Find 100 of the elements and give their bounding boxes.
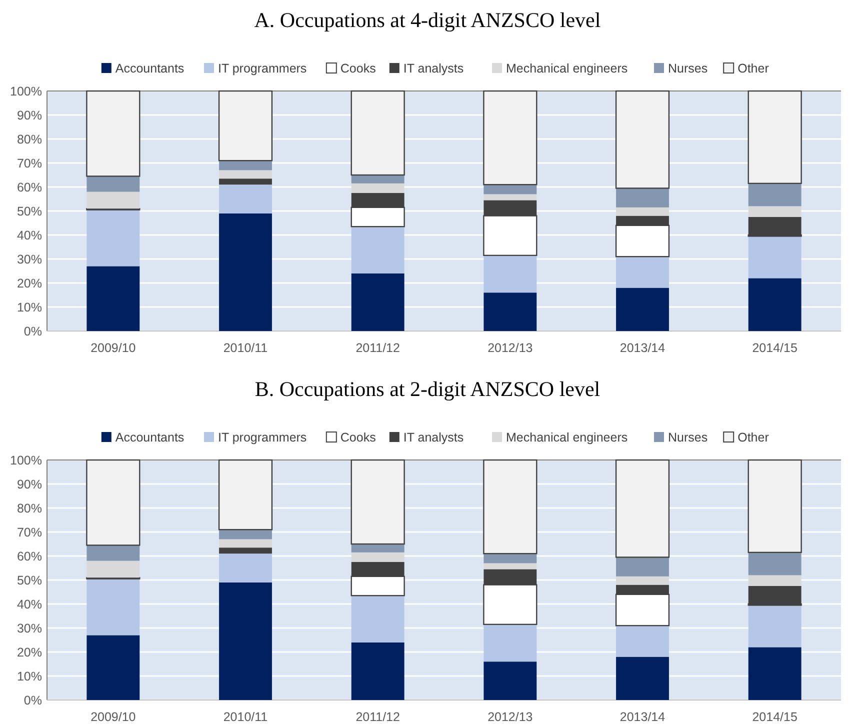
legend-label: Mechanical engineers bbox=[506, 61, 628, 76]
bar bbox=[86, 210, 140, 266]
bar bbox=[616, 557, 669, 576]
legend-label: Nurses bbox=[668, 430, 708, 444]
bar bbox=[616, 288, 669, 331]
bar bbox=[351, 552, 404, 562]
bar bbox=[219, 170, 272, 179]
legend-label: IT programmers bbox=[218, 61, 307, 76]
y-tick-label: 30% bbox=[16, 621, 42, 636]
bar bbox=[218, 459, 273, 530]
bar bbox=[748, 206, 802, 217]
bar bbox=[484, 255, 537, 293]
y-tick-label: 90% bbox=[16, 477, 42, 492]
bar bbox=[351, 226, 404, 274]
y-tick-label: 90% bbox=[16, 108, 42, 122]
y-tick-label: 60% bbox=[16, 180, 42, 194]
bar bbox=[351, 273, 404, 331]
x-tick-label: 2011/12 bbox=[356, 341, 400, 355]
y-tick-label: 0% bbox=[24, 693, 42, 708]
x-tick-label: 2012/13 bbox=[488, 710, 533, 724]
bar bbox=[351, 183, 404, 193]
legend-label: Accountants bbox=[115, 430, 184, 444]
y-tick-label: 30% bbox=[16, 252, 42, 266]
y-tick-label: 20% bbox=[16, 276, 42, 290]
y-tick-label: 40% bbox=[16, 228, 42, 242]
bar bbox=[86, 192, 140, 209]
bar bbox=[218, 90, 273, 162]
x-tick-label: 2014/15 bbox=[752, 341, 798, 355]
y-tick-label: 80% bbox=[16, 501, 42, 516]
bar bbox=[351, 544, 404, 552]
bar bbox=[86, 459, 140, 546]
bar bbox=[219, 539, 272, 548]
bar bbox=[219, 554, 272, 582]
bar bbox=[86, 635, 140, 700]
bar bbox=[616, 576, 669, 585]
bar bbox=[615, 90, 670, 189]
legend-label: Mechanical engineers bbox=[506, 430, 628, 444]
bar bbox=[748, 90, 802, 184]
y-tick-label: 60% bbox=[16, 549, 42, 564]
bar bbox=[484, 184, 537, 194]
x-tick-label: 2011/12 bbox=[356, 710, 400, 724]
bar bbox=[615, 459, 670, 558]
legend-label: Accountants bbox=[115, 61, 184, 76]
bar bbox=[748, 586, 802, 604]
bar bbox=[616, 256, 669, 288]
bar bbox=[86, 578, 140, 636]
y-tick-label: 100% bbox=[10, 453, 42, 468]
y-tick-label: 20% bbox=[16, 645, 42, 660]
y-tick-label: 50% bbox=[16, 204, 42, 218]
y-tick-label: 40% bbox=[16, 597, 42, 612]
bar bbox=[219, 160, 272, 170]
bar bbox=[748, 459, 802, 553]
bar bbox=[86, 176, 140, 192]
bar bbox=[219, 178, 272, 185]
x-tick-label: 2009/10 bbox=[90, 710, 136, 724]
bar bbox=[484, 662, 537, 700]
y-tick-label: 10% bbox=[16, 300, 42, 314]
bar bbox=[748, 278, 802, 331]
bar bbox=[219, 582, 272, 700]
bar bbox=[350, 459, 405, 545]
bar bbox=[351, 596, 404, 642]
legend-label: IT programmers bbox=[218, 430, 307, 444]
bar bbox=[219, 213, 272, 331]
bar bbox=[748, 647, 802, 700]
bar bbox=[748, 575, 802, 586]
y-tick-label: 70% bbox=[16, 525, 42, 540]
bar bbox=[616, 188, 669, 208]
bar bbox=[351, 175, 404, 184]
y-tick-label: 50% bbox=[16, 573, 42, 588]
x-tick-label: 2012/13 bbox=[488, 341, 533, 355]
y-tick-label: 0% bbox=[24, 324, 42, 338]
bar bbox=[616, 207, 669, 216]
legend-label: IT analysts bbox=[403, 430, 464, 444]
bar bbox=[484, 292, 537, 331]
legend-label: IT analysts bbox=[403, 61, 464, 76]
y-tick-label: 10% bbox=[16, 669, 42, 684]
bar bbox=[748, 605, 802, 648]
legend-label: Cooks bbox=[340, 430, 376, 444]
chart-title: A. Occupations at 4-digit ANZSCO level bbox=[254, 8, 601, 32]
legend-label: Cooks bbox=[340, 61, 376, 76]
bar bbox=[484, 554, 537, 564]
bar bbox=[86, 90, 140, 177]
bar bbox=[484, 563, 537, 570]
bar bbox=[219, 548, 272, 554]
bar bbox=[219, 530, 272, 540]
bar bbox=[748, 217, 802, 235]
bar bbox=[484, 624, 537, 662]
bar bbox=[484, 194, 537, 200]
bar bbox=[86, 545, 140, 561]
bar bbox=[616, 656, 669, 700]
x-tick-label: 2009/10 bbox=[90, 341, 136, 355]
bar bbox=[483, 90, 538, 186]
bar bbox=[86, 266, 140, 331]
x-tick-label: 2014/15 bbox=[752, 710, 798, 724]
bar bbox=[748, 552, 802, 576]
bar bbox=[483, 459, 538, 554]
x-tick-label: 2013/14 bbox=[620, 341, 666, 355]
chart-title: B. Occupations at 2-digit ANZSCO level bbox=[254, 377, 600, 401]
y-tick-label: 80% bbox=[16, 132, 42, 146]
x-tick-label: 2013/14 bbox=[620, 710, 666, 724]
